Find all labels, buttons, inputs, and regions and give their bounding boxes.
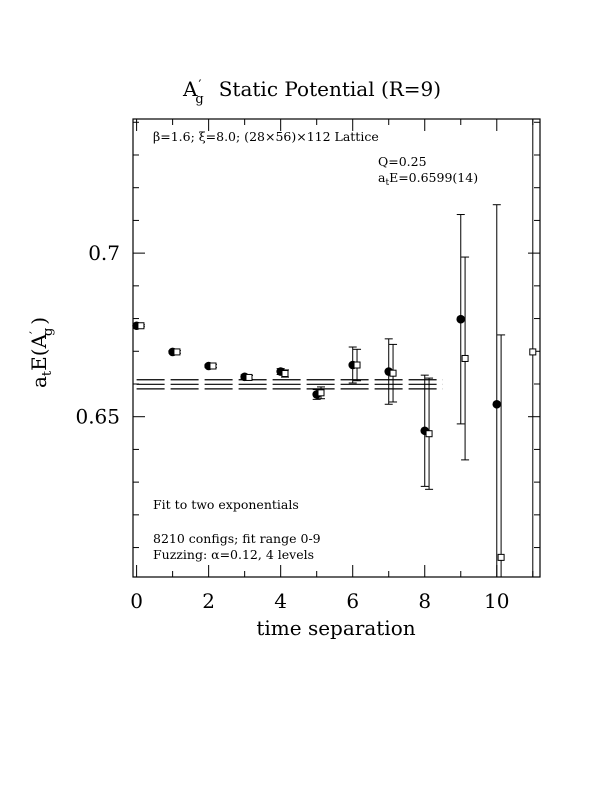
plot-frame (132, 118, 541, 578)
point-marker (389, 369, 397, 377)
square-point (208, 362, 217, 370)
title-subscript: g (195, 92, 203, 107)
circle-point (420, 374, 430, 487)
x-tick-label: 6 (346, 589, 359, 613)
square-point (497, 334, 506, 577)
chart-title: A′ g Static Potential (R=9) (182, 77, 441, 107)
circle-point (492, 204, 502, 577)
y-label-prime: ′ (28, 331, 43, 334)
x-tick-label: 2 (202, 589, 215, 613)
point-marker (497, 553, 505, 561)
square-point (136, 322, 145, 330)
energy-a: a (378, 170, 386, 185)
y-label-e: E(A (27, 333, 51, 370)
x-tick-labels: 0 2 4 6 8 10 (130, 589, 509, 613)
point-marker (209, 362, 217, 370)
energy-t: t (385, 178, 389, 188)
title-symbol: A (182, 77, 198, 101)
point-marker (492, 399, 502, 409)
square-point (317, 386, 326, 400)
y-tick-labels: 0.65 0.7 (75, 241, 120, 429)
point-marker (173, 348, 181, 356)
fit-band (136, 379, 443, 390)
square-point (353, 348, 362, 382)
point-marker (353, 361, 361, 369)
y-label-close: ) (27, 317, 51, 325)
point-marker (317, 389, 325, 397)
point-marker (529, 348, 537, 356)
point-marker (245, 373, 253, 381)
y-label-g: g (41, 328, 56, 336)
x-tick-label: 4 (274, 589, 287, 613)
point-marker (281, 370, 289, 378)
y-label-a: a (27, 376, 51, 388)
fuzzing-annotation: Fuzzing: α=0.12, 4 levels (153, 547, 314, 562)
lattice-annotation: β=1.6; ξ=8.0; (28×56)×112 Lattice (153, 129, 379, 144)
fit-annotation: Fit to two exponentials (153, 497, 299, 512)
square-point (425, 377, 434, 490)
square-point (389, 343, 398, 403)
square-point (244, 373, 253, 381)
configs-annotation: 8210 configs; fit range 0-9 (153, 531, 321, 546)
square-point (280, 369, 289, 378)
square-point (529, 119, 537, 577)
point-marker (425, 430, 433, 438)
title-prime: ′ (198, 78, 201, 93)
y-label-t: t (40, 370, 55, 376)
y-tick-label: 0.7 (88, 241, 120, 265)
data-points (132, 119, 537, 577)
x-tick-label: 8 (418, 589, 431, 613)
y-tick-label: 0.65 (75, 405, 120, 429)
square-point (172, 348, 181, 356)
square-point (461, 256, 470, 461)
circle-point (456, 214, 466, 425)
q-value-annotation: Q=0.25 (378, 154, 427, 169)
x-tick-label: 0 (130, 589, 143, 613)
point-marker (461, 354, 469, 362)
y-axis-label: atE(A′g) (27, 317, 56, 388)
point-marker (456, 314, 466, 324)
x-axis-label: time separation (256, 616, 415, 640)
x-tick-label: 10 (484, 589, 509, 613)
point-marker (137, 322, 145, 330)
title-text: Static Potential (R=9) (219, 77, 441, 101)
energy-annotation: atE=0.6599(14) (378, 170, 478, 188)
energy-value: E=0.6599(14) (389, 170, 478, 185)
